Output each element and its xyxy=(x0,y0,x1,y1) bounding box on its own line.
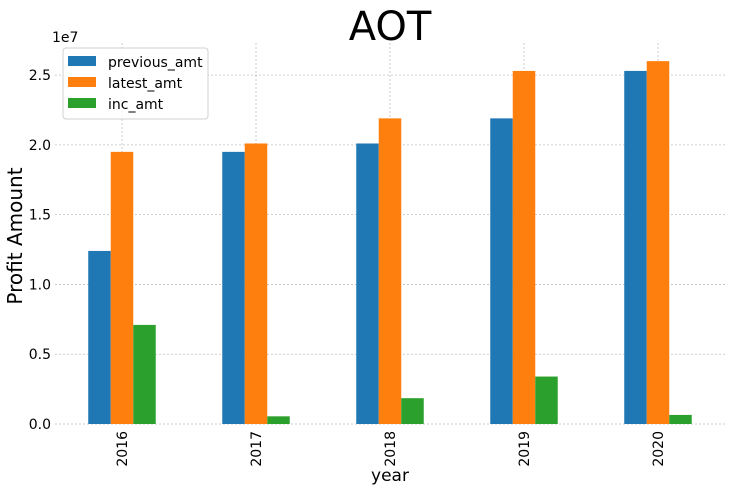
y-tick-labels: 0.0 0.5 1.0 1.5 2.0 2.5 xyxy=(29,68,51,433)
bar-inc_amt-2016 xyxy=(133,324,156,424)
x-tick-label: 2018 xyxy=(383,431,399,467)
bar-previous_amt-2019 xyxy=(490,118,513,424)
legend-swatch-previous_amt xyxy=(68,56,96,66)
bar-latest_amt-2019 xyxy=(512,70,536,425)
y-tick-label: 2.0 xyxy=(29,138,51,154)
bar-previous_amt-2017 xyxy=(222,151,245,424)
legend-frame xyxy=(62,47,209,120)
bar-latest_amt-2017 xyxy=(244,143,268,424)
legend-swatch-inc_amt xyxy=(68,98,96,108)
legend-label: previous_amt xyxy=(108,55,203,71)
y-tick-label: 2.5 xyxy=(29,68,51,84)
bar-previous_amt-2018 xyxy=(356,143,379,424)
y-offset-label: 1e7 xyxy=(52,30,78,46)
x-tick-labels: 2016 2017 2018 2019 2020 xyxy=(115,431,667,467)
legend: previous_amt latest_amt inc_amt xyxy=(62,47,209,120)
bars xyxy=(88,61,692,425)
y-tick-label: 0.0 xyxy=(29,417,51,433)
bar-previous_amt-2020 xyxy=(624,70,647,425)
x-tick-label: 2019 xyxy=(517,431,533,467)
bar-latest_amt-2016 xyxy=(110,151,134,424)
y-tick-label: 0.5 xyxy=(29,347,51,363)
y-axis-label: Profit Amount xyxy=(3,167,27,304)
bar-inc_amt-2017 xyxy=(267,416,290,424)
legend-label: inc_amt xyxy=(108,97,164,113)
x-tick-label: 2017 xyxy=(249,431,265,467)
bar-previous_amt-2016 xyxy=(88,250,111,424)
x-tick-label: 2016 xyxy=(115,431,131,467)
x-axis-label: year xyxy=(371,466,409,486)
y-tick-label: 1.5 xyxy=(29,208,51,224)
legend-label: latest_amt xyxy=(108,76,183,92)
bar-latest_amt-2018 xyxy=(378,118,402,424)
bar-latest_amt-2020 xyxy=(646,61,670,425)
bar-inc_amt-2020 xyxy=(669,414,692,424)
y-tick-label: 1.0 xyxy=(29,277,51,293)
x-tick-label: 2020 xyxy=(651,431,667,467)
legend-swatch-latest_amt xyxy=(68,77,96,87)
chart-title: AOT xyxy=(349,4,432,50)
bar-inc_amt-2019 xyxy=(535,376,558,424)
bar-inc_amt-2018 xyxy=(401,398,424,424)
